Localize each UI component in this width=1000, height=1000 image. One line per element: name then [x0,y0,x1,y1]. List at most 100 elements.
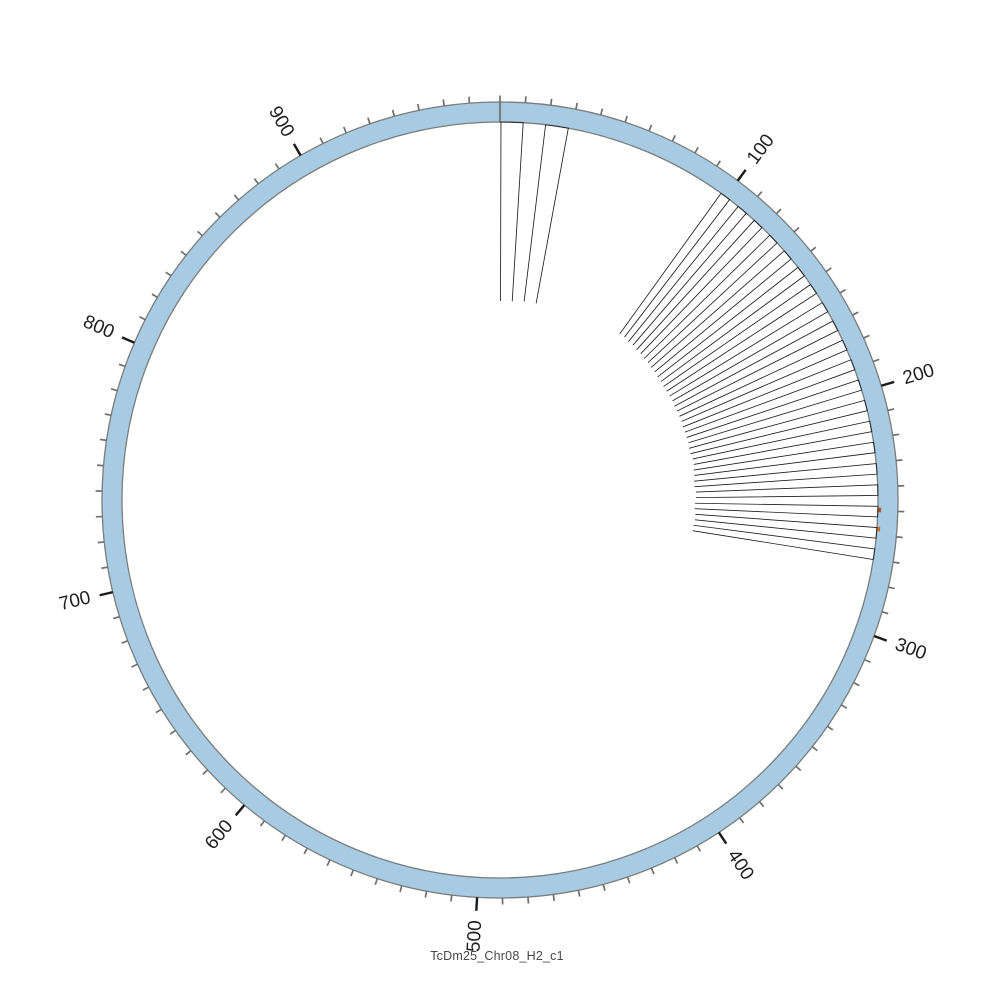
axis-tick-minor [872,358,880,363]
axis-tick-minor [738,817,745,824]
axis-tick-minor [233,194,240,201]
chromosome-ring-inner [121,121,879,879]
axis-tick-minor [185,750,192,756]
sector-label: TcDm25_Chr08_H2_c1 [430,949,564,963]
axis-tick-minor [864,658,871,664]
feature-wedge [686,379,863,444]
axis-tick-minor [825,267,832,273]
axis-tick-minor [671,135,676,142]
feature-wedge [663,283,818,392]
axis-tick-minor [342,126,348,134]
axis-tick-minor [169,729,176,735]
feature-wedge [523,124,569,304]
feature-wedge [619,192,731,338]
axis-tick-minor [399,885,403,893]
axis-tick-minor [758,801,765,808]
axis-tick-minor [367,117,371,125]
axis-tick-minor [113,615,120,620]
axis-tick-minor [118,363,126,368]
axis-tick-minor [97,541,105,544]
axis-tick-minor [424,891,428,898]
axis-tick-major [736,169,747,182]
feature-wedge [500,121,524,302]
axis-tick-major [99,590,114,597]
axis-tick-label: 700 [57,587,93,615]
axis-tick-minor [648,124,653,132]
axis-tick-minor [220,787,227,794]
axis-tick-major [880,380,895,387]
feature-wedge [694,502,879,518]
axis-tick-minor [350,869,355,877]
axis-tick-minor [391,109,396,117]
axis-tick-minor [793,226,800,233]
feature-wedge [692,524,876,560]
axis-tick-minor [214,212,221,218]
feature-wedge [628,205,747,346]
feature-wedge [694,513,878,539]
axis-tick-minor [892,433,900,437]
axis-tick-minor [104,413,112,417]
axis-tick-major [234,804,246,817]
axis-tick-minor [121,639,129,644]
axis-tick-label: 200 [900,360,936,389]
axis-tick-minor [259,820,266,827]
axis-tick-minor [694,146,699,154]
axis-tick-minor [602,884,606,891]
axis-tick-minor [775,208,782,215]
axis-tick-minor [110,388,118,392]
axis-tick-minor [795,765,802,772]
axis-tick-major [873,634,888,642]
axis-tick-minor [895,459,903,462]
axis-tick-minor [881,610,889,615]
axis-tick-minor [142,686,150,691]
axis-tick-minor [131,663,138,668]
axis-tick-minor [319,137,324,144]
feature-wedge [643,234,778,363]
feature-wedge [682,359,856,433]
axis-tick-minor [549,98,553,106]
axis-tick-label: 100 [743,130,779,168]
axis-tick-minor [165,271,172,277]
feature-wedge [674,320,839,412]
axis-tick-minor [155,708,162,714]
feature-wedge [636,219,763,354]
axis-tick-minor [892,561,900,564]
feature-wedge [650,250,792,373]
axis-tick-minor [577,890,581,897]
axis-tick-minor [696,845,702,852]
axis-tick-minor [673,857,679,864]
axis-tick-label: 500 [463,920,486,953]
axis-tick-minor [624,115,629,123]
axis-tick-minor [450,894,453,902]
axis-tick-minor [826,725,834,731]
axis-tick-minor [202,769,209,775]
axis-tick-minor [853,681,860,687]
axis-tick-minor [253,178,259,185]
axis-tick-minor [716,160,721,167]
axis-tick-minor [840,704,848,709]
axis-tick-minor [575,102,579,110]
axis-tick-minor [777,783,784,790]
axis-tick-minor [416,103,420,111]
feature-wedge [657,266,805,382]
axis-tick-label: 900 [264,103,298,141]
axis-tick-minor [599,108,604,116]
axis-tick-minor [650,867,655,875]
axis-tick-minor [442,99,446,107]
axis-tick-label: 800 [80,311,117,343]
axis-tick-major [475,897,479,911]
axis-tick-minor [811,746,818,752]
feature-wedge [669,301,829,402]
axis-tick-minor [101,566,108,570]
axis-tick-minor [888,586,895,590]
axis-tick-minor [326,859,331,867]
axis-tick-minor [839,288,846,294]
axis-tick-minor [852,311,859,316]
axis-tick-major [292,143,302,157]
axis-tick-minor [274,163,280,170]
feature-wedge [692,420,873,465]
axis-tick-minor [99,438,107,442]
axis-tick-minor [887,408,895,412]
